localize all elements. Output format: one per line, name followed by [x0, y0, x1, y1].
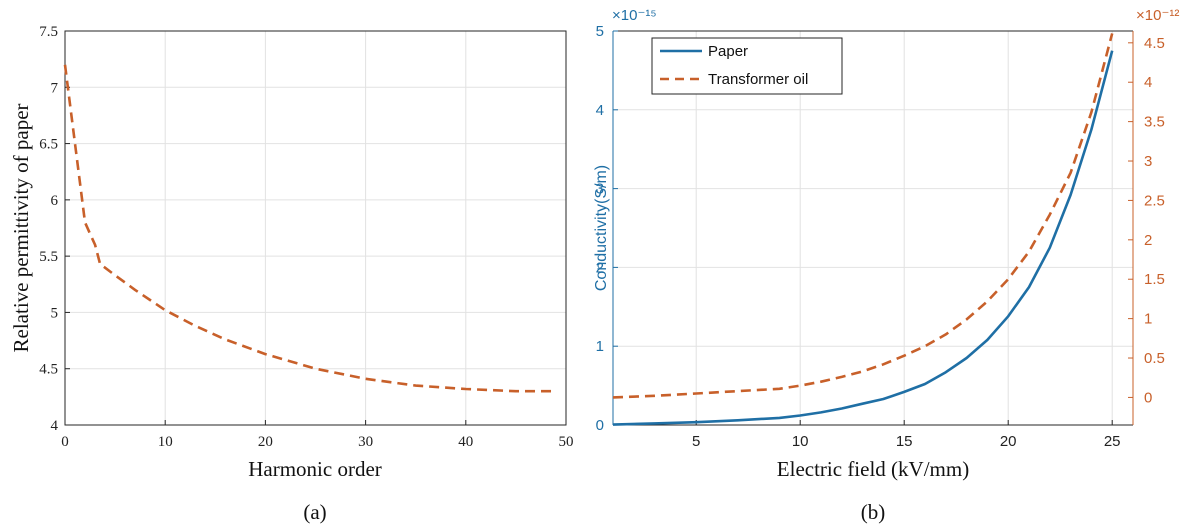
- chart-a-xtick-label: 30: [358, 434, 373, 450]
- chart-a-ytick-label: 7.5: [39, 24, 58, 40]
- chart-b-xtick-label: 15: [896, 433, 913, 450]
- chart-a-panel-label: (a): [303, 500, 326, 524]
- chart-b-xtick-label: 10: [792, 433, 809, 450]
- chart-b-y2-exponent: ×10⁻¹²: [1136, 7, 1179, 24]
- chart-a-ytick-label: 7: [51, 80, 59, 96]
- chart-b-series: [612, 33, 1114, 426]
- chart-b-y2tick-label: 4: [1144, 74, 1152, 91]
- chart-a-ticks: 0 10 20 30 40 50 4 4.5 5 5.5 6 6.5 7 7.5: [39, 24, 573, 450]
- chart-a-xtick-label: 50: [559, 434, 574, 450]
- chart-a-series-line: [63, 64, 556, 393]
- chart-a-xtick-label: 40: [458, 434, 473, 450]
- chart-b-ytick-label: 0: [596, 417, 604, 434]
- chart-b-ticks: 5 10 15 20 25 0 1 2 3 4 5 0 0.5 1 1.5 2 2.5 3 3.5 4 4.5: [596, 23, 1165, 450]
- chart-a-grid: [64, 30, 567, 426]
- chart-b-panel-label: (b): [861, 500, 886, 524]
- chart-b-ytick-label: 1: [596, 338, 604, 355]
- chart-a: 0 10 20 30 40 50 4 4.5 5 5.5 6 6.5 7 7.5 Harmonic ord…: [9, 24, 574, 524]
- chart-b-y2tick-label: 3.5: [1144, 114, 1165, 131]
- chart-b-series-line-paper: [612, 50, 1114, 426]
- chart-b-xtick-label: 20: [1000, 433, 1017, 450]
- chart-b-y2tick-label: 3: [1144, 153, 1152, 170]
- chart-b-xtick-label: 5: [692, 433, 700, 450]
- chart-a-ytick-label: 6.5: [39, 137, 58, 153]
- chart-a-xtick-label: 0: [61, 434, 69, 450]
- chart-b-xlabel: Electric field (kV/mm): [777, 457, 969, 481]
- chart-b-y2tick-label: 0.5: [1144, 350, 1165, 367]
- chart-b-y2tick-label: 2: [1144, 232, 1152, 249]
- chart-b-y2tick-label: 4.5: [1144, 35, 1165, 52]
- chart-b-ylabel: Conductivity(S/m): [593, 165, 610, 291]
- chart-a-plot-box: [64, 30, 567, 426]
- chart-a-series: [63, 64, 556, 393]
- chart-b-ytick-label: 2: [596, 259, 604, 276]
- chart-b-ytick-label: 5: [596, 23, 604, 40]
- chart-b-y-exponent: ×10⁻¹⁵: [612, 7, 657, 24]
- chart-a-xtick-label: 10: [158, 434, 173, 450]
- chart-a-ytick-label: 5.5: [39, 249, 58, 265]
- chart-a-ytick-label: 4: [51, 418, 59, 434]
- legend-box: [651, 37, 843, 95]
- chart-b-y2tick-label: 1.5: [1144, 271, 1165, 288]
- chart-b-series-line-transformer-oil: [612, 33, 1114, 399]
- chart-a-xtick-label: 20: [258, 434, 273, 450]
- chart-a-ylabel: Relative permittivity of paper: [9, 103, 33, 352]
- chart-b-ytick-label: 4: [596, 102, 604, 119]
- chart-a-ytick-label: 5: [51, 305, 59, 321]
- legend-label-transformer-oil: Transformer oil: [708, 71, 808, 88]
- chart-b: 5 10 15 20 25 0 1 2 3 4 5 0 0.5 1 1.5 2 2.5 3 3.5 4 4.5 ×10⁻…: [593, 7, 1179, 524]
- chart-b-xtick-label: 25: [1104, 433, 1121, 450]
- chart-a-ytick-label: 4.5: [39, 362, 58, 378]
- chart-b-y2tick-label: 0: [1144, 389, 1152, 406]
- chart-a-ytick-label: 6: [51, 193, 59, 209]
- chart-b-y2tick-label: 1: [1144, 311, 1152, 328]
- chart-b-y2tick-label: 2.5: [1144, 192, 1165, 209]
- chart-b-legend: Paper Transformer oil: [651, 37, 843, 95]
- legend-label-paper: Paper: [708, 43, 748, 60]
- chart-a-xlabel: Harmonic order: [248, 457, 382, 481]
- chart-b-ytick-label: 3: [596, 181, 604, 198]
